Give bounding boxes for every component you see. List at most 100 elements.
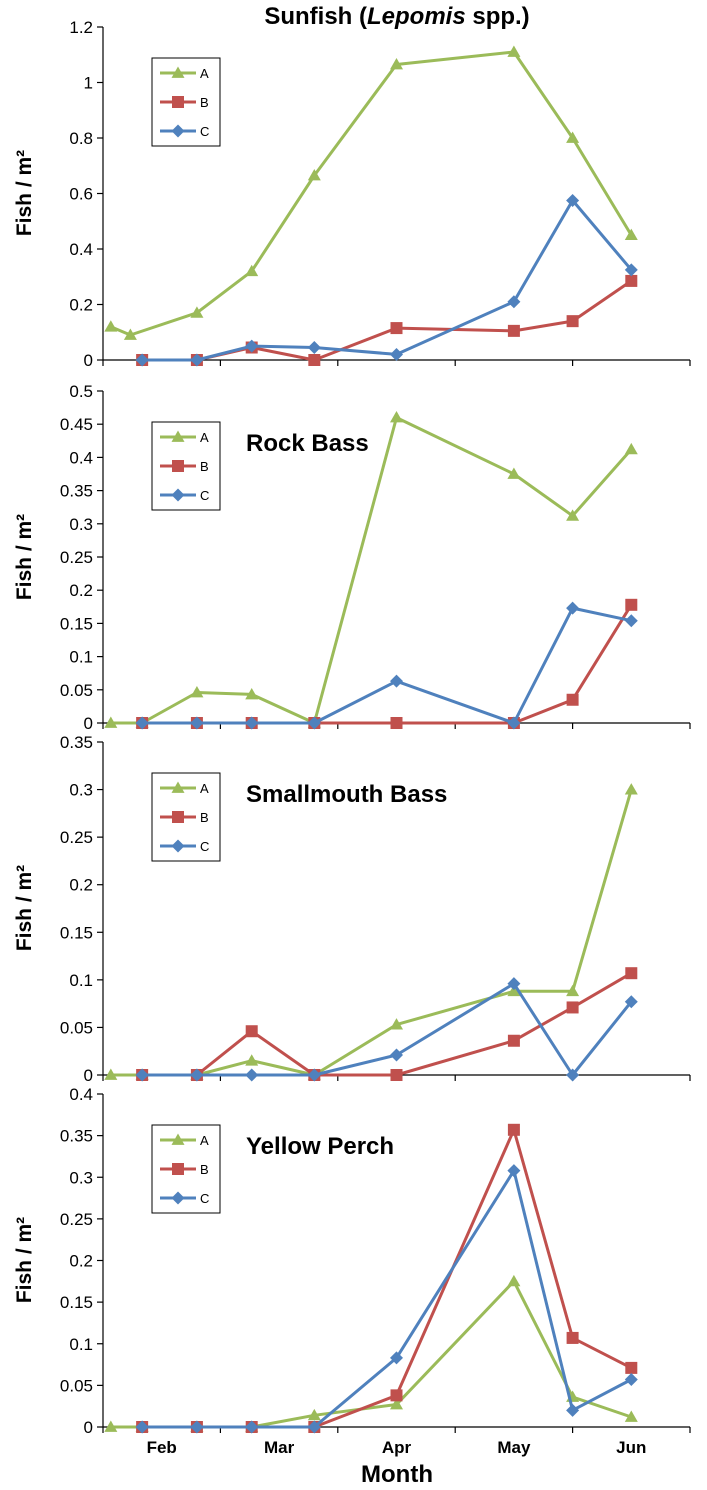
panel-2-y-tick-label: 0.05 — [60, 681, 93, 700]
panel-2-series-C-point — [135, 716, 149, 730]
panel-4-y-tick-label: 0.2 — [69, 1252, 93, 1271]
x-tick-label-feb: Feb — [147, 1438, 177, 1457]
panel-2-legend-label-A: A — [200, 430, 209, 445]
panel-1-series-C-point — [624, 263, 638, 277]
panel-1-legend-marker-B — [172, 96, 184, 108]
panel-1-y-tick-label: 0.4 — [69, 240, 93, 259]
panel-1-series-C-point — [190, 353, 204, 367]
panel-4-y-tick-label: 0 — [84, 1418, 93, 1437]
panel-2-series-C-point — [507, 716, 521, 730]
panel-1-series-C-point — [566, 193, 580, 207]
panel-3-legend-label-C: C — [200, 839, 209, 854]
panel-3-series-C-point — [135, 1068, 149, 1082]
panel-3-series-C-point — [190, 1068, 204, 1082]
panel-3-series-B-point — [566, 1001, 579, 1014]
panel-2-title: Rock Bass — [246, 430, 369, 457]
panel-2-y-tick-label: 0.2 — [69, 581, 93, 600]
panel-3-series-B-point — [245, 1025, 258, 1038]
x-tick-label-may: May — [497, 1438, 531, 1457]
panel-3-series-A-point — [104, 1068, 118, 1080]
panel-1-series-C-point — [245, 339, 259, 353]
x-tick-label-apr: Apr — [382, 1438, 412, 1457]
panel-1-y-tick-label: 0 — [84, 351, 93, 370]
panel-1-series-C-point — [307, 341, 321, 355]
panel-2-y-tick-label: 0.3 — [69, 515, 93, 534]
panel-2-series-B-line — [142, 604, 633, 725]
panel-2-y-axis-title: Fish / m² — [13, 514, 36, 600]
panel-4-y-tick-label: 0.05 — [60, 1376, 93, 1395]
panel-3-legend-marker-B — [172, 811, 184, 823]
panel-1-series-B-point — [390, 322, 403, 335]
panel-4-series-C-point — [307, 1420, 321, 1434]
panel-1-legend-marker-A — [171, 66, 185, 78]
x-tick-label-jun: Jun — [616, 1438, 646, 1457]
panel-1-legend-label-A: A — [200, 66, 209, 81]
panel-1-series-B-point — [566, 315, 579, 328]
title-part: spp.) — [466, 3, 530, 30]
panel-4-y-tick-label: 0.25 — [60, 1210, 93, 1229]
x-tick-label-mar: Mar — [264, 1438, 295, 1457]
panel-3-legend-label-B: B — [200, 810, 209, 825]
panel-4-y-axis-title: Fish / m² — [13, 1217, 36, 1303]
panel-3-series-B-point — [625, 967, 638, 980]
panel-4-series-B-point — [390, 1389, 403, 1402]
panel-3-series-C-point — [390, 1048, 403, 1062]
panel-2-y-tick-label: 0.4 — [69, 448, 93, 467]
panel-2-series-A-point — [624, 442, 638, 455]
panel-3-y-tick-label: 0.35 — [60, 733, 93, 752]
panel-1-y-tick-label: 0.6 — [69, 185, 93, 204]
panel-1-series-C-point — [135, 353, 149, 367]
panel-2-y-tick-label: 0.15 — [60, 614, 93, 633]
title-part: Lepomis — [367, 3, 466, 30]
panel-2-series-B-point — [566, 693, 579, 706]
panel-4-series-C-point — [135, 1420, 149, 1434]
panel-2-y-tick-label: 0.25 — [60, 548, 93, 567]
panel-3-legend-label-A: A — [200, 781, 209, 796]
panel-4-series-A-point — [104, 1420, 118, 1432]
panel-3-series-C-point — [624, 995, 638, 1009]
panel-2-legend-marker-C — [171, 488, 185, 502]
panel-3-y-tick-label: 0.05 — [60, 1018, 93, 1037]
panel-3-series-A-point — [390, 1018, 403, 1030]
panel-4-series-C-point — [566, 1403, 580, 1417]
panel-2-series-A-point — [104, 716, 118, 728]
panel-1-series-C-point — [507, 295, 521, 309]
panel-4-legend-label-A: A — [200, 1133, 209, 1148]
panel-4-series-C-line — [142, 1169, 632, 1429]
panel-1-y-axis-title: Fish / m² — [13, 150, 36, 236]
panel-4-series-C-point — [507, 1164, 521, 1178]
panel-1-series-B-point — [625, 274, 638, 287]
panel-4-y-tick-label: 0.4 — [69, 1085, 93, 1104]
panel-1-series-A-point — [390, 57, 403, 70]
panel-1-series-A-point — [123, 328, 137, 340]
panel-2-series-A-point — [190, 685, 204, 698]
panel-4-series-B-point — [625, 1361, 638, 1374]
panel-3-series-B-line — [142, 971, 633, 1077]
panel-2-series-C-point — [307, 716, 321, 730]
panel-4-legend-marker-B — [172, 1163, 184, 1175]
panel-1-series-C-point — [390, 347, 403, 361]
panel-1-series-B-line — [142, 279, 633, 362]
panel-1-series-A-point — [566, 131, 580, 143]
x-axis-title: Month — [361, 1461, 433, 1488]
panel-3-series-C-point — [507, 977, 521, 991]
panel-3-series-B-point — [390, 1069, 403, 1081]
panel-2-series-A-point — [245, 687, 259, 700]
panel-1-series-A-point — [245, 264, 259, 277]
panel-2-series-A-point — [390, 411, 403, 423]
panel-1-y-tick-label: 1 — [84, 74, 93, 93]
panel-4-title: Yellow Perch — [246, 1133, 394, 1160]
panel-3-series-A-point — [566, 984, 580, 997]
panel-2-series-C-point — [190, 716, 204, 730]
panel-2-series-C-point — [390, 674, 403, 688]
title-part: Sunfish ( — [264, 3, 367, 30]
panel-1-legend-marker-C — [171, 124, 185, 138]
panel-4-series-C-point — [245, 1420, 259, 1434]
panel-4-legend-marker-C — [171, 1191, 185, 1205]
panel-2-legend-label-C: C — [200, 488, 209, 503]
panel-3-title: Smallmouth Bass — [246, 781, 447, 808]
panel-3-y-tick-label: 0.25 — [60, 828, 93, 847]
panel-4-legend-label-C: C — [200, 1191, 209, 1206]
panel-1-series-B-point — [507, 324, 520, 337]
panel-3-y-tick-label: 0.1 — [69, 971, 93, 990]
